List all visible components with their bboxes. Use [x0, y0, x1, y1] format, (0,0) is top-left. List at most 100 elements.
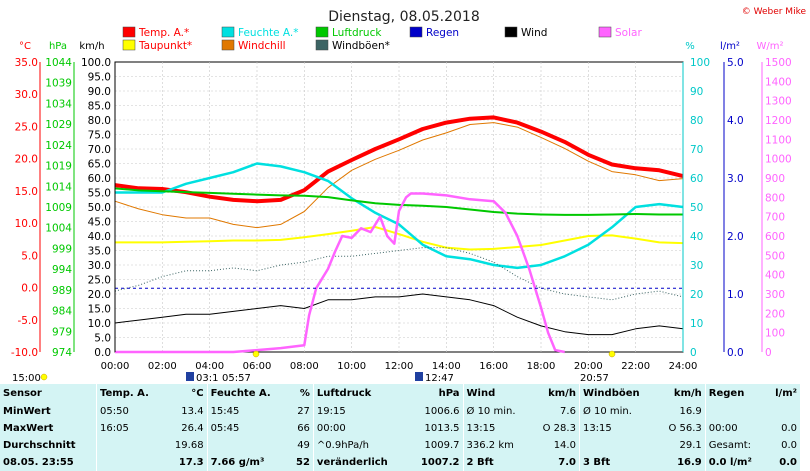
y-tick-label: 35.0 — [15, 57, 38, 69]
y-tick-label: 100 — [690, 57, 710, 69]
series-line-wind — [114, 293, 684, 336]
stat-cell — [766, 403, 800, 420]
stat-cell: Temp. A. — [96, 384, 165, 404]
legend-label: Wind — [521, 27, 547, 39]
weather-chart: 00:00 02:00 04:00 06:00 08:00 10:00 12:00 14:00… — [11, 7, 807, 384]
stat-cell: 17.3 — [178, 457, 204, 469]
x-tick-label: 08:00 — [290, 361, 319, 372]
stat-cell — [578, 437, 657, 455]
stat-cell: 13:15 — [578, 420, 657, 438]
y-tick-label: 15.0 — [88, 304, 111, 316]
x-tick-label: 04:00 — [195, 361, 224, 372]
stat-cell: 52 — [296, 457, 310, 469]
stat-cell — [206, 437, 289, 455]
y-tick-label: 5.0 — [21, 250, 38, 262]
stat-cell: 05:45 — [206, 420, 289, 438]
y-tick-label: 30.0 — [88, 260, 111, 272]
y-tick-label: 0.0 — [727, 347, 744, 359]
legend-swatch — [409, 26, 423, 38]
stat-cell: 16:05 — [96, 420, 165, 438]
moon-icon — [186, 372, 194, 381]
series-line-solar — [115, 192, 565, 354]
stat-row: MaxWert 16:05 26.4 05:45 66 00:00 1013.5 13:15 O… — [0, 420, 800, 438]
stat-row: 08.05. 23:55 17.3 7.66 g/m³ 52 veränderlich 1… — [0, 454, 800, 471]
stat-cell: Windböen — [578, 384, 657, 404]
stat-row: Durchschnitt 19.68 49 ^0.9hPa/h 1009.7 336.2 … — [0, 437, 800, 455]
stat-cell: 66 — [297, 423, 310, 435]
axis-unit-label: hPa — [49, 41, 67, 52]
y-tick-label: 5.0 — [727, 57, 744, 69]
sunrise-label: 05:57 — [222, 373, 251, 384]
stat-cell: 14.0 — [553, 440, 576, 452]
y-tick-label: 300 — [765, 289, 785, 301]
y-tick-label: 1029 — [45, 119, 72, 131]
stat-cell: 1007.2 — [420, 457, 460, 469]
y-tick-label: 50 — [690, 202, 703, 214]
series-line-taupunkt — [115, 226, 684, 251]
axis-unit-label: % — [685, 41, 695, 52]
x-tick-label: 20:00 — [574, 361, 603, 372]
y-tick-label: 15.0 — [15, 186, 38, 198]
legend-swatch — [504, 26, 518, 38]
sunset-icon — [608, 350, 616, 358]
stat-cell: 16.9 — [679, 406, 702, 418]
series-line-temp-a — [114, 115, 684, 204]
y-tick-label: -5.0 — [18, 315, 39, 327]
stat-cell: °C — [191, 388, 204, 400]
stat-cell: 7.66 g/m³ — [206, 454, 289, 471]
copyright-label: © Weber Mike — [742, 7, 807, 17]
y-tick-label: 60.0 — [88, 173, 111, 185]
sun-icon — [40, 373, 48, 381]
stat-cell: 2 Bft — [462, 454, 531, 471]
stat-cell: 13:15 — [462, 420, 531, 438]
series-line-luftdruck — [114, 187, 683, 216]
y-tick-label: 0 — [690, 347, 697, 359]
y-tick-label: 70.0 — [88, 144, 111, 156]
stat-cell: 7.6 — [560, 406, 576, 418]
x-tick-label: 24:00 — [669, 361, 698, 372]
stat-cell: 16.9 — [677, 457, 702, 469]
y-tick-label: 1300 — [765, 96, 792, 108]
sunrise-icon — [252, 350, 260, 358]
chart-series — [114, 115, 684, 354]
series-line-windchill — [114, 122, 684, 229]
y-tick-label: 25.0 — [88, 275, 111, 287]
stat-cell: 7.0 — [558, 457, 576, 469]
y-tick-label: 100 — [765, 328, 785, 340]
y-tick-label: 600 — [765, 231, 785, 243]
y-tick-label: 3.0 — [727, 173, 744, 185]
moonrise-label: 03:1 — [196, 373, 218, 384]
x-tick-label: 12:00 — [385, 361, 414, 372]
legend-label: Temp. A.* — [138, 27, 189, 39]
chart-legend: Temp. A.* Feuchte A.* Luftdruck Regen Wind So… — [122, 26, 642, 52]
stat-cell: 15:45 — [206, 403, 289, 421]
y-tick-label: 20.0 — [88, 289, 111, 301]
axis-unit-label: l/m² — [720, 41, 740, 52]
stat-cell: hPa — [438, 388, 460, 400]
stat-cell: % — [299, 388, 310, 400]
stat-cell: Ø 10 min. — [578, 403, 657, 421]
legend-label: Feuchte A.* — [238, 27, 299, 39]
y-tick-label: 1100 — [765, 134, 792, 146]
stat-cell: Wind — [462, 384, 531, 404]
sunset-label: 20:57 — [580, 373, 609, 384]
stat-cell: Gesamt: — [704, 437, 766, 455]
y-tick-label: 979 — [52, 326, 72, 338]
y-tick-label: 500 — [765, 250, 785, 262]
stat-cell: 1009.7 — [424, 440, 460, 452]
stat-cell — [704, 403, 766, 421]
stat-cell: 05:50 — [96, 403, 165, 421]
stat-cell: 27 — [297, 406, 310, 418]
legend-swatch — [598, 26, 612, 38]
x-tick-label: 06:00 — [243, 361, 272, 372]
y-tick-label: 10.0 — [15, 218, 38, 230]
chart-grid — [114, 61, 684, 353]
y-tick-label: 80.0 — [88, 115, 111, 127]
stat-cell: 00:00 — [704, 420, 766, 438]
stat-cell: Sensor — [3, 388, 42, 400]
statistics-table: Sensor Temp. A. °C Feuchte A.% Luftdruck hPa W… — [0, 384, 800, 471]
stat-cell: O 28.3 — [542, 423, 576, 435]
stat-cell: 26.4 — [181, 423, 204, 435]
stat-row: MinWert 05:50 13.4 15:45 27 19:15 1006.6 Ø 10 m… — [0, 403, 800, 421]
stat-cell: 08.05. 23:55 — [3, 457, 74, 469]
